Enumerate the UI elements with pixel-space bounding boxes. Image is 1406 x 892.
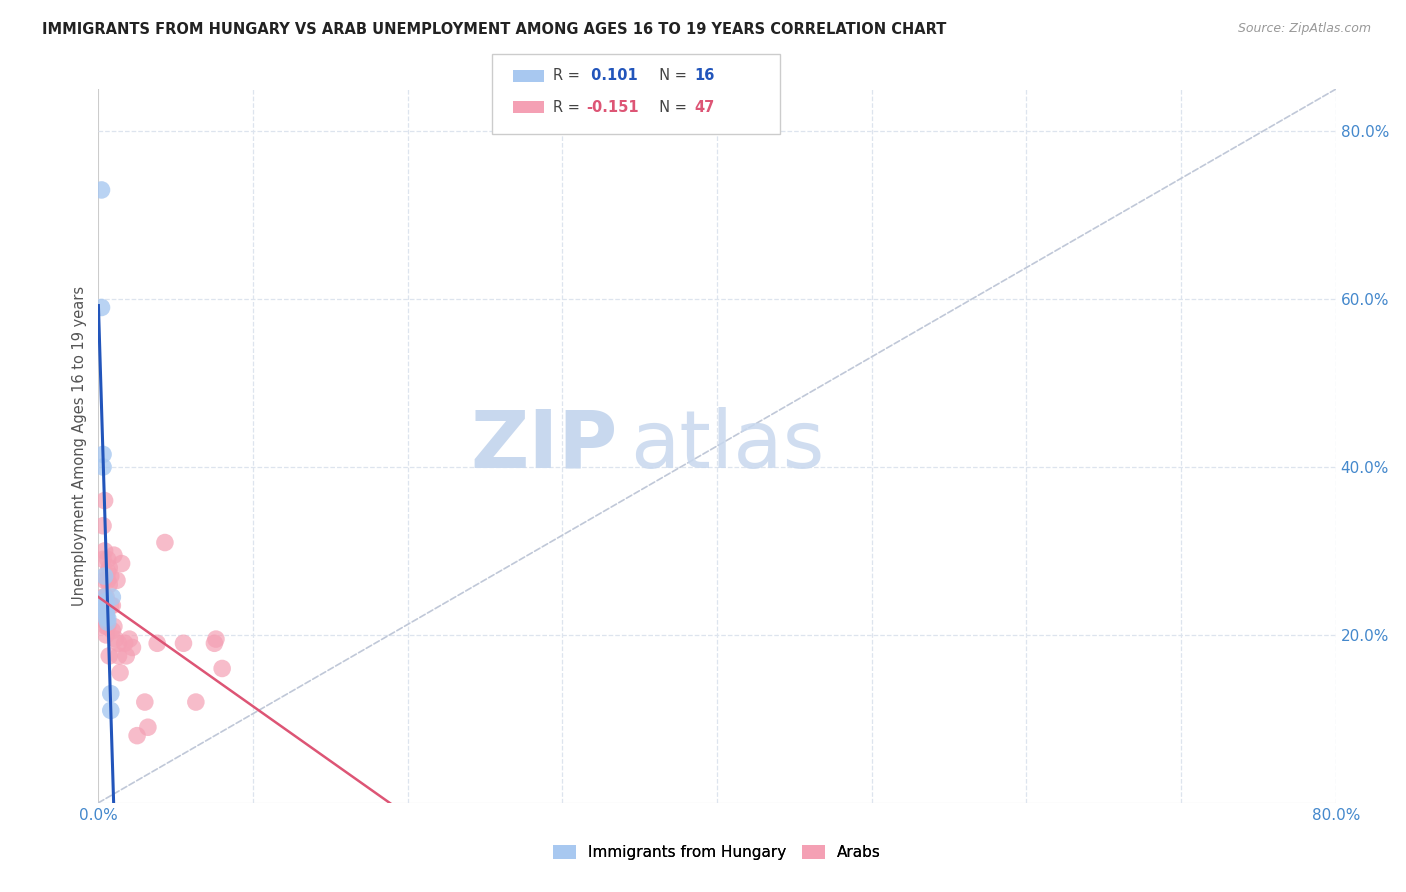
Y-axis label: Unemployment Among Ages 16 to 19 years: Unemployment Among Ages 16 to 19 years [72, 286, 87, 606]
Point [96, 607, 118, 621]
Point [172, 636, 194, 650]
Point [101, 599, 124, 613]
Point [100, 599, 122, 613]
Point [211, 661, 233, 675]
Text: N =: N = [650, 100, 692, 114]
Point [104, 632, 127, 646]
Point [97, 574, 120, 588]
Text: R =: R = [553, 69, 583, 83]
Text: 0.101: 0.101 [586, 69, 638, 83]
Text: -0.151: -0.151 [586, 100, 638, 114]
Point [96, 594, 118, 608]
Point [93, 599, 115, 613]
Point [184, 695, 207, 709]
Point [153, 535, 176, 549]
Point [93, 590, 115, 604]
Point [146, 636, 169, 650]
Legend: Immigrants from Hungary, Arabs: Immigrants from Hungary, Arabs [547, 839, 887, 866]
Point [103, 548, 125, 562]
Point [91, 460, 114, 475]
Point [97, 552, 120, 566]
Point [97, 615, 120, 630]
Point [107, 636, 129, 650]
Point [96, 590, 118, 604]
Point [111, 557, 132, 571]
Point [96, 615, 118, 630]
Point [136, 720, 159, 734]
Point [98, 560, 121, 574]
Point [93, 574, 115, 588]
Point [100, 569, 122, 583]
Point [93, 569, 115, 583]
Point [134, 695, 156, 709]
Point [96, 628, 118, 642]
Text: R =: R = [553, 100, 583, 114]
Point [98, 577, 121, 591]
Point [115, 648, 138, 663]
Point [90, 301, 112, 315]
Point [97, 619, 120, 633]
Point [93, 493, 115, 508]
Point [98, 648, 121, 663]
Text: Source: ZipAtlas.com: Source: ZipAtlas.com [1237, 22, 1371, 36]
Point [93, 590, 115, 604]
Point [90, 611, 112, 625]
Point [101, 624, 124, 638]
Point [121, 640, 143, 655]
Point [103, 619, 125, 633]
Point [96, 611, 118, 625]
Point [96, 619, 118, 633]
Point [101, 590, 124, 604]
Point [105, 574, 128, 588]
Point [96, 607, 118, 621]
Point [97, 611, 120, 625]
Point [97, 565, 120, 579]
Point [118, 632, 141, 646]
Point [108, 665, 131, 680]
Point [96, 603, 118, 617]
Point [91, 590, 114, 604]
Point [100, 687, 122, 701]
Point [91, 447, 114, 461]
Point [96, 603, 118, 617]
Text: 16: 16 [695, 69, 714, 83]
Text: atlas: atlas [630, 407, 825, 485]
Point [91, 518, 114, 533]
Point [204, 636, 226, 650]
Point [107, 648, 129, 663]
Point [114, 636, 136, 650]
Text: N =: N = [650, 69, 692, 83]
Point [90, 183, 112, 197]
Text: 47: 47 [695, 100, 714, 114]
Point [93, 544, 115, 558]
Text: IMMIGRANTS FROM HUNGARY VS ARAB UNEMPLOYMENT AMONG AGES 16 TO 19 YEARS CORRELATI: IMMIGRANTS FROM HUNGARY VS ARAB UNEMPLOY… [42, 22, 946, 37]
Point [100, 703, 122, 717]
Point [127, 729, 149, 743]
Point [205, 632, 228, 646]
Text: ZIP: ZIP [471, 407, 619, 485]
Point [91, 552, 114, 566]
